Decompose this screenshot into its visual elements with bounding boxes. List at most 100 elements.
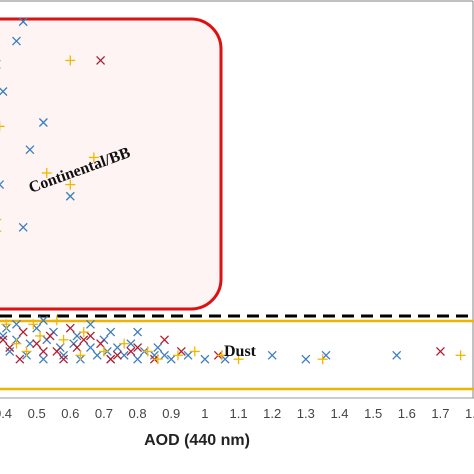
x-marker	[106, 327, 116, 337]
x-marker	[96, 339, 106, 349]
x-marker	[25, 145, 35, 155]
plus-marker	[0, 121, 5, 132]
plus-marker	[75, 350, 86, 361]
plus-marker	[216, 350, 227, 361]
x-marker	[267, 350, 277, 360]
x-tick-label: 0.6	[61, 406, 79, 421]
x-marker	[112, 343, 122, 353]
x-marker	[5, 346, 15, 356]
x-marker	[32, 339, 42, 349]
x-marker	[0, 331, 8, 341]
plus-marker	[35, 330, 46, 341]
x-marker	[126, 339, 136, 349]
plus-marker	[172, 350, 183, 361]
x-marker	[133, 327, 143, 337]
x-tick-label: 1.7	[431, 406, 449, 421]
x-marker	[166, 354, 176, 364]
x-tick-label: 1.3	[297, 406, 315, 421]
plus-marker	[21, 346, 32, 357]
plus-marker	[119, 338, 130, 349]
x-marker	[149, 350, 159, 360]
x-marker	[79, 335, 89, 345]
x-marker	[133, 354, 143, 364]
x-marker	[18, 222, 28, 232]
x-marker	[392, 350, 402, 360]
x-marker	[65, 323, 75, 333]
x-tick-label: 0.9	[162, 406, 180, 421]
plus-marker	[65, 179, 76, 190]
x-marker	[65, 191, 75, 201]
plus-marker	[455, 350, 466, 361]
x-marker	[45, 331, 55, 341]
x-marker	[96, 55, 106, 65]
x-marker	[38, 315, 48, 325]
plus-marker	[88, 152, 99, 163]
x-marker	[0, 87, 8, 96]
x-tick-label: 0.7	[95, 406, 113, 421]
x-marker	[160, 335, 169, 345]
x-marker	[38, 118, 48, 127]
x-marker	[86, 319, 95, 329]
plus-marker	[317, 354, 328, 365]
x-marker	[12, 36, 21, 46]
plus-marker	[58, 334, 69, 345]
plus-marker	[41, 167, 52, 178]
x-marker	[153, 343, 163, 353]
x-tick-label: 1.5	[364, 406, 382, 421]
scatter-marks	[0, 17, 466, 365]
x-marker	[18, 327, 28, 337]
plus-marker	[233, 354, 244, 365]
x-tick-label: 1.1	[230, 406, 248, 421]
x-marker	[321, 350, 331, 360]
x-tick-label: 0.8	[129, 406, 147, 421]
x-axis-title: AOD (440 nm)	[144, 432, 250, 449]
x-marker	[119, 350, 129, 360]
plus-marker	[65, 55, 76, 66]
plus-marker	[152, 354, 163, 365]
plus-marker	[142, 346, 153, 357]
x-marker	[32, 323, 42, 333]
x-tick-label: 1	[201, 406, 208, 421]
plus-marker	[51, 315, 62, 326]
x-marker	[15, 354, 25, 364]
x-marker	[106, 354, 116, 364]
x-marker	[5, 343, 15, 353]
x-marker	[59, 354, 69, 364]
x-marker	[0, 335, 8, 345]
x-tick-label: 0.5	[28, 406, 46, 421]
x-marker	[92, 350, 102, 360]
x-tick-label: 0.4	[0, 406, 12, 421]
x-marker	[183, 350, 193, 360]
x-marker	[301, 354, 311, 364]
x-marker	[160, 350, 169, 360]
x-marker	[126, 346, 136, 356]
continental-region-box	[0, 17, 223, 311]
plus-marker	[28, 319, 39, 330]
x-marker	[72, 331, 82, 341]
x-marker	[12, 319, 21, 329]
x-marker	[72, 343, 82, 353]
x-marker	[0, 180, 5, 190]
x-marker	[176, 346, 186, 356]
x-marker	[86, 343, 95, 353]
x-tick-label: 1.8	[465, 406, 474, 421]
x-tick-labels: 0.4 0.5 0.6 0.7 0.8 0.9 1 1.1 1.2 1.3 1.4 1.5 1.6 1.7…	[0, 406, 474, 421]
x-marker	[38, 354, 48, 364]
x-marker	[220, 354, 230, 364]
x-marker	[86, 331, 95, 341]
x-marker	[18, 17, 28, 27]
x-marker	[435, 346, 445, 356]
x-marker	[112, 350, 122, 360]
x-tick-label: 1.4	[330, 406, 348, 421]
x-marker	[133, 343, 143, 353]
plus-marker	[189, 346, 200, 357]
plus-marker	[98, 346, 109, 357]
plus-marker	[78, 327, 89, 338]
dust-label: Dust	[224, 343, 257, 360]
x-marker	[38, 346, 48, 356]
x-marker	[200, 354, 210, 364]
plus-marker	[1, 319, 12, 330]
x-marker	[59, 350, 69, 360]
plus-marker	[11, 338, 22, 349]
